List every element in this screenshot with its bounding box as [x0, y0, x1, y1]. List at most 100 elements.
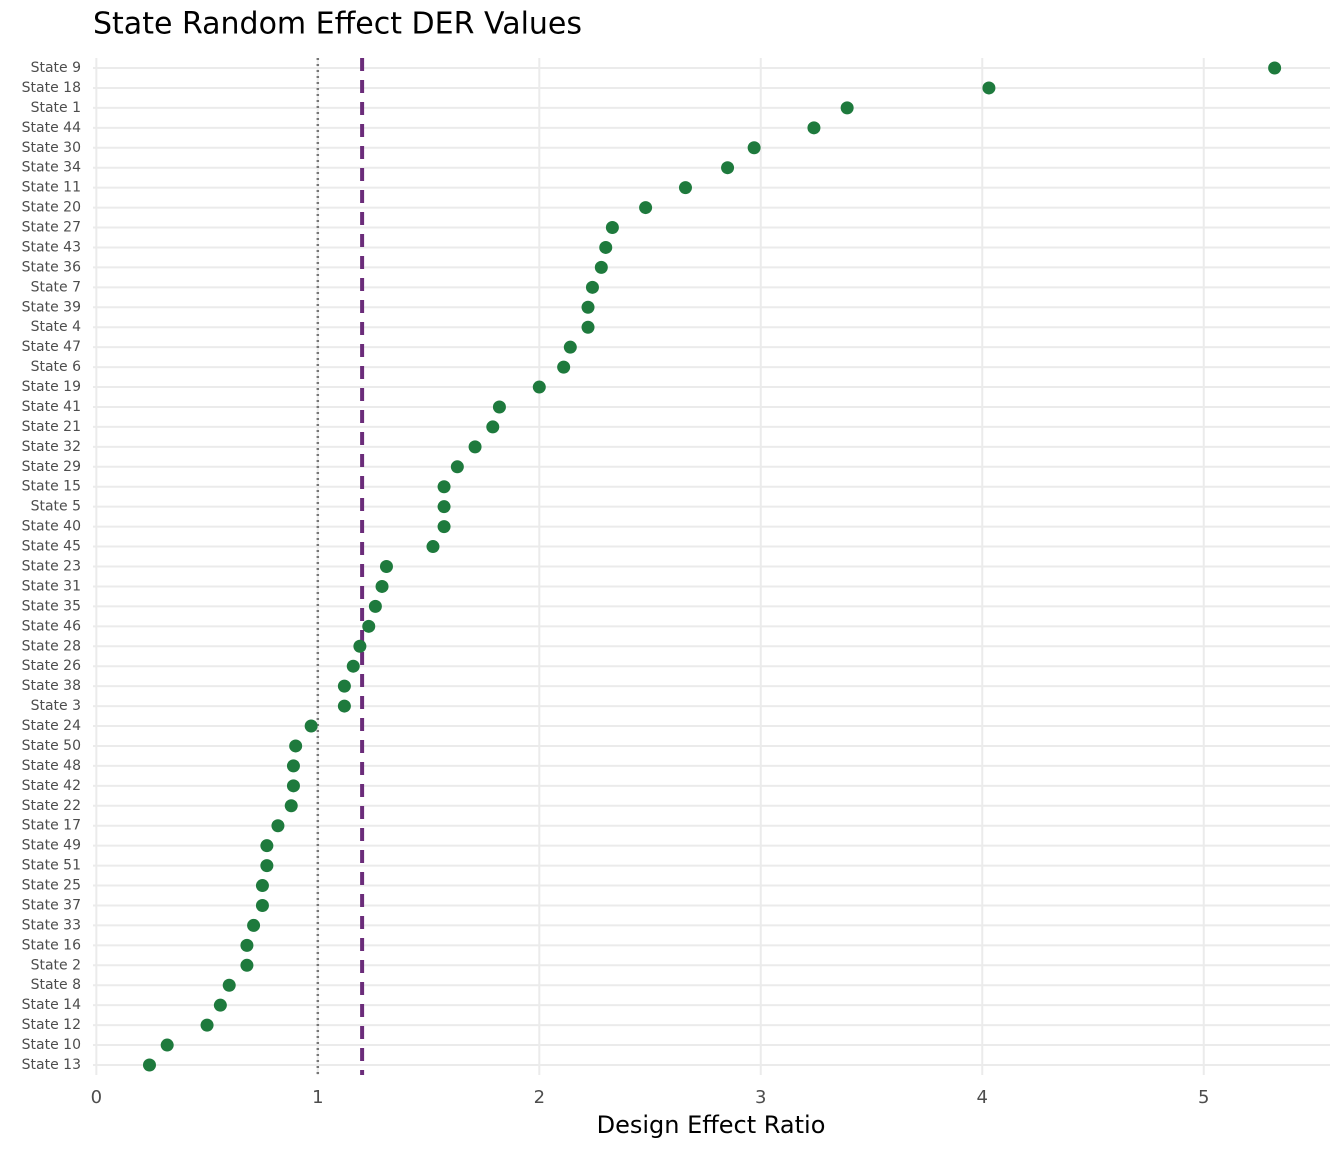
dot: [599, 240, 613, 254]
dot: [678, 181, 692, 195]
dot: [563, 340, 577, 354]
dot: [450, 460, 464, 474]
y-tick-label: State 48: [22, 758, 81, 774]
dot: [982, 81, 996, 95]
dot: [337, 699, 351, 713]
dot: [594, 260, 608, 274]
y-tick-label: State 22: [22, 798, 81, 814]
dot: [304, 719, 318, 733]
dot: [379, 560, 393, 573]
dot: [492, 400, 506, 414]
y-tick-label: State 24: [22, 718, 81, 734]
dot: [255, 898, 269, 912]
y-tick-label: State 28: [22, 638, 81, 654]
dot: [1268, 61, 1282, 75]
y-tick-label: State 36: [22, 259, 81, 275]
dot: [557, 360, 571, 374]
y-tick-label: State 35: [22, 598, 81, 614]
y-tick-label: State 1: [31, 100, 81, 116]
y-tick-label: State 31: [22, 578, 81, 594]
y-tick-label: State 43: [22, 239, 81, 255]
y-tick-label: State 4: [31, 319, 82, 335]
y-tick-label: State 32: [22, 439, 81, 455]
dot: [375, 579, 389, 593]
y-tick-label: State 38: [22, 678, 81, 694]
y-tick-label: State 50: [22, 738, 81, 754]
y-tick-label: State 7: [31, 279, 81, 295]
dot: [840, 101, 854, 115]
y-tick-label: State 39: [22, 299, 81, 315]
dot: [200, 1018, 214, 1032]
dot: [426, 540, 440, 554]
dot: [721, 161, 735, 175]
y-tick-label: State 41: [22, 399, 81, 415]
y-tick-label: State 16: [22, 937, 81, 953]
x-tick-label: 3: [755, 1087, 766, 1108]
chart-title: State Random Effect DER Values: [93, 7, 582, 42]
dot: [260, 859, 274, 873]
y-tick-label: State 37: [22, 897, 81, 913]
dot: [160, 1038, 174, 1052]
dot: [362, 619, 376, 633]
y-tick-label: State 14: [22, 997, 81, 1013]
x-axis-label: Design Effect Ratio: [597, 1111, 826, 1139]
dot: [585, 280, 599, 294]
dot: [271, 819, 285, 833]
y-tick-label: State 20: [22, 200, 81, 216]
y-tick-label: State 10: [22, 1037, 81, 1053]
y-tick-label: State 8: [31, 977, 81, 993]
y-tick-label: State 30: [22, 140, 81, 156]
y-tick-label: State 51: [22, 858, 81, 874]
dot: [289, 739, 303, 753]
dot: [255, 879, 269, 893]
y-tick-label: State 29: [22, 459, 81, 475]
dot: [368, 599, 382, 613]
y-tick-label: State 17: [22, 818, 81, 834]
dot: [286, 759, 300, 773]
dot: [437, 500, 451, 514]
dot: [247, 918, 261, 932]
y-tick-label: State 21: [22, 419, 81, 435]
dot: [581, 300, 595, 314]
dot: [807, 121, 821, 135]
y-tick-label: State 5: [31, 499, 81, 515]
y-tick-label: State 25: [22, 878, 81, 894]
dot: [605, 221, 619, 235]
y-tick-label: State 40: [22, 519, 81, 535]
y-tick-label: State 2: [31, 957, 81, 973]
y-tick-label: State 45: [22, 539, 81, 555]
dot: [286, 779, 300, 793]
y-tick-label: State 34: [22, 160, 81, 176]
dot: [222, 978, 236, 992]
dot: [284, 799, 298, 813]
dot: [260, 839, 274, 853]
y-tick-label: State 44: [22, 120, 81, 136]
y-tick-label: State 33: [22, 917, 81, 933]
y-tick-label: State 42: [22, 778, 81, 794]
y-tick-label: State 18: [22, 80, 81, 96]
y-tick-label: State 3: [31, 698, 81, 714]
dot: [437, 480, 451, 494]
y-tick-label: State 19: [22, 379, 81, 395]
x-tick-label: 0: [91, 1087, 102, 1108]
y-tick-label: State 15: [22, 479, 81, 495]
y-tick-label: State 47: [22, 339, 81, 355]
dot: [337, 679, 351, 693]
y-tick-label: State 27: [22, 220, 81, 236]
dot: [142, 1058, 156, 1072]
dot: [486, 420, 500, 434]
y-tick-label: State 46: [22, 618, 81, 634]
dot: [581, 320, 595, 334]
dot: [437, 520, 451, 534]
x-tick-label: 2: [534, 1087, 545, 1108]
y-tick-label: State 13: [22, 1057, 81, 1073]
dot: [468, 440, 482, 454]
y-tick-label: State 23: [22, 559, 81, 575]
dot: [353, 639, 367, 653]
y-tick-label: State 9: [31, 60, 81, 76]
dot: [240, 958, 254, 972]
y-tick-label: State 26: [22, 658, 81, 674]
y-tick-label: State 49: [22, 838, 81, 854]
x-tick-label: 5: [1198, 1087, 1209, 1108]
